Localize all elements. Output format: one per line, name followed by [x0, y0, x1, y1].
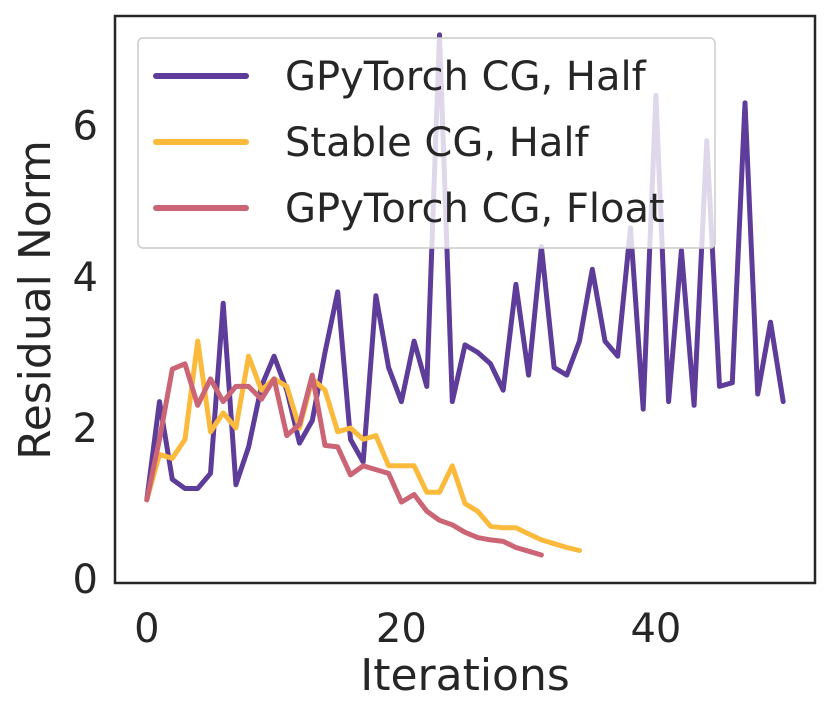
y-tick-label: 2 [73, 406, 98, 452]
legend-label-2: Stable CG, Half [285, 120, 589, 166]
y-tick-label: 6 [73, 104, 98, 150]
x-tick-label: 0 [134, 606, 159, 652]
series-line-1 [144, 32, 786, 503]
x-tick-label: 40 [630, 606, 681, 652]
plot-frame [113, 14, 817, 585]
y-tick-label: 4 [73, 255, 98, 301]
series-line-3 [144, 361, 544, 558]
legend: GPyTorch CG, Half Stable CG, Half GPyTorch… [137, 37, 716, 249]
series-line-2 [144, 338, 582, 553]
y-tick-label: 0 [73, 557, 98, 603]
legend-box [137, 37, 716, 249]
y-axis-label: Residual Norm [10, 140, 61, 460]
legend-label-3: GPyTorch CG, Float [285, 186, 665, 232]
ticks-layer: 0 20 40 0 2 4 6 [73, 104, 682, 652]
legend-items: GPyTorch CG, Half Stable CG, Half GPyTorch… [153, 54, 665, 232]
legend-label-1: GPyTorch CG, Half [285, 54, 647, 100]
series-layer [144, 32, 786, 558]
x-tick-label: 20 [376, 606, 427, 652]
x-axis-label: Iterations [360, 650, 570, 701]
